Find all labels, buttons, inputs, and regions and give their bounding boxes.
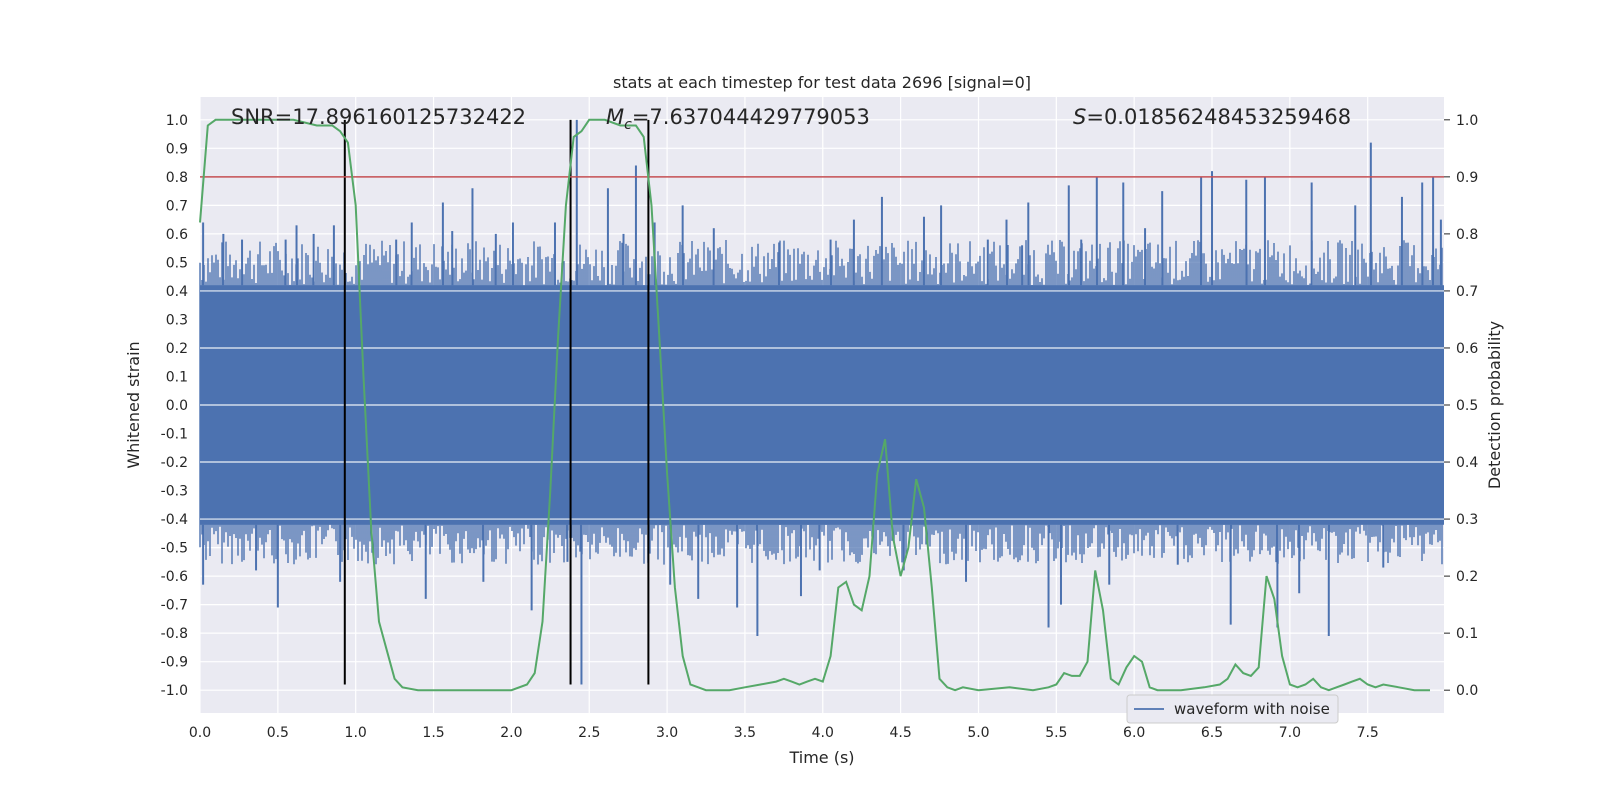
y-tick-label: 0.4 (166, 284, 188, 300)
x-tick-label: 4.0 (812, 725, 834, 741)
vertical-markers (343, 119, 650, 685)
x-tick-label: 6.5 (1201, 725, 1223, 741)
y-tick-label: 0.5 (166, 255, 188, 271)
y2-tick-label: 0.7 (1456, 284, 1478, 300)
plot-content (199, 118, 1444, 692)
y-tick-label: -0.8 (161, 626, 188, 642)
legend: waveform with noise (1126, 694, 1339, 724)
x-tick-label: 7.5 (1357, 725, 1379, 741)
y2-tick-label: 0.4 (1456, 455, 1478, 471)
y2-tick-label: 0.6 (1456, 341, 1478, 357)
y2-tick-label: 1.0 (1456, 113, 1478, 129)
x-axis-label: Time (s) (788, 748, 854, 767)
y-tick-label: 1.0 (166, 113, 188, 129)
y-tick-label: -0.3 (161, 484, 188, 500)
chirp-mass-value: =7.637044429779053 (632, 105, 870, 129)
y-tick-label: 0.1 (166, 369, 188, 385)
chirp-mass-subscript: c (624, 117, 632, 133)
x-tick-label: 1.0 (345, 725, 367, 741)
y-tick-label: 0.6 (166, 227, 188, 243)
x-tick-label: 1.5 (422, 725, 444, 741)
chart-title: stats at each timestep for test data 269… (613, 73, 1031, 92)
y-axis-ticks: 1.0 0.9 0.8 0.7 0.6 0.5 0.4 0.3 0.2 0.1 0.0 -0.1 -0.… (161, 113, 188, 699)
s-value: =0.01856248453259468 (1086, 105, 1351, 129)
y-tick-label: 0.7 (166, 198, 188, 214)
y-axis-label: Whitened strain (124, 341, 143, 468)
chirp-mass-annotation: Mc=7.637044429779053 (606, 105, 870, 133)
y2-tick-label: 0.3 (1456, 512, 1478, 528)
y2-axis-label: Detection probability (1485, 321, 1504, 489)
y2-tick-label: 0.9 (1456, 170, 1478, 186)
y2-tick-label: 0.0 (1456, 683, 1478, 699)
y-tick-label: 0.9 (166, 141, 188, 157)
waveform-series (199, 119, 1444, 685)
legend-entry-label: waveform with noise (1174, 700, 1330, 718)
y-tick-label: 0.2 (166, 341, 188, 357)
s-symbol: S (1073, 105, 1086, 129)
x-tick-label: 2.0 (500, 725, 522, 741)
x-tick-label: 3.0 (656, 725, 678, 741)
y-tick-label: -0.6 (161, 569, 188, 585)
x-tick-label: 0.0 (189, 725, 211, 741)
x-axis-ticks: 0.0 0.5 1.0 1.5 2.0 2.5 3.0 3.5 4.0 4.5 5.0 5.5 6.0 6… (189, 725, 1379, 741)
y2-axis-ticks: 1.0 0.9 0.8 0.7 0.6 0.5 0.4 0.3 0.2 0.1 0.0 (1444, 113, 1478, 699)
y-tick-label: -0.7 (161, 598, 188, 614)
y2-tick-label: 0.1 (1456, 626, 1478, 642)
snr-annotation: SNR=17.896160125732422 (231, 105, 526, 129)
detection-probability-line (199, 118, 1430, 692)
x-tick-label: 3.5 (734, 725, 756, 741)
x-tick-label: 2.5 (578, 725, 600, 741)
y-tick-label: -1.0 (161, 683, 188, 699)
y-tick-label: -0.4 (161, 512, 188, 528)
x-tick-label: 7.0 (1279, 725, 1301, 741)
y-tick-label: -0.9 (161, 655, 188, 671)
x-tick-label: 6.0 (1123, 725, 1145, 741)
y-tick-label: 0.8 (166, 170, 188, 186)
y2-tick-label: 0.8 (1456, 227, 1478, 243)
y-tick-label: 0.0 (166, 398, 188, 414)
x-tick-label: 4.5 (889, 725, 911, 741)
y2-tick-label: 0.2 (1456, 569, 1478, 585)
x-tick-label: 5.0 (967, 725, 989, 741)
y2-tick-label: 0.5 (1456, 398, 1478, 414)
y-tick-label: 0.3 (166, 312, 188, 328)
y-tick-label: -0.5 (161, 541, 188, 557)
probability-series (199, 118, 1430, 692)
x-tick-label: 0.5 (267, 725, 289, 741)
y-tick-label: -0.2 (161, 455, 188, 471)
y-tick-label: -0.1 (161, 427, 188, 443)
x-tick-label: 5.5 (1045, 725, 1067, 741)
chirp-mass-symbol: M (606, 105, 624, 129)
legend-box (1126, 694, 1339, 724)
s-annotation: S=0.01856248453259468 (1073, 105, 1351, 129)
